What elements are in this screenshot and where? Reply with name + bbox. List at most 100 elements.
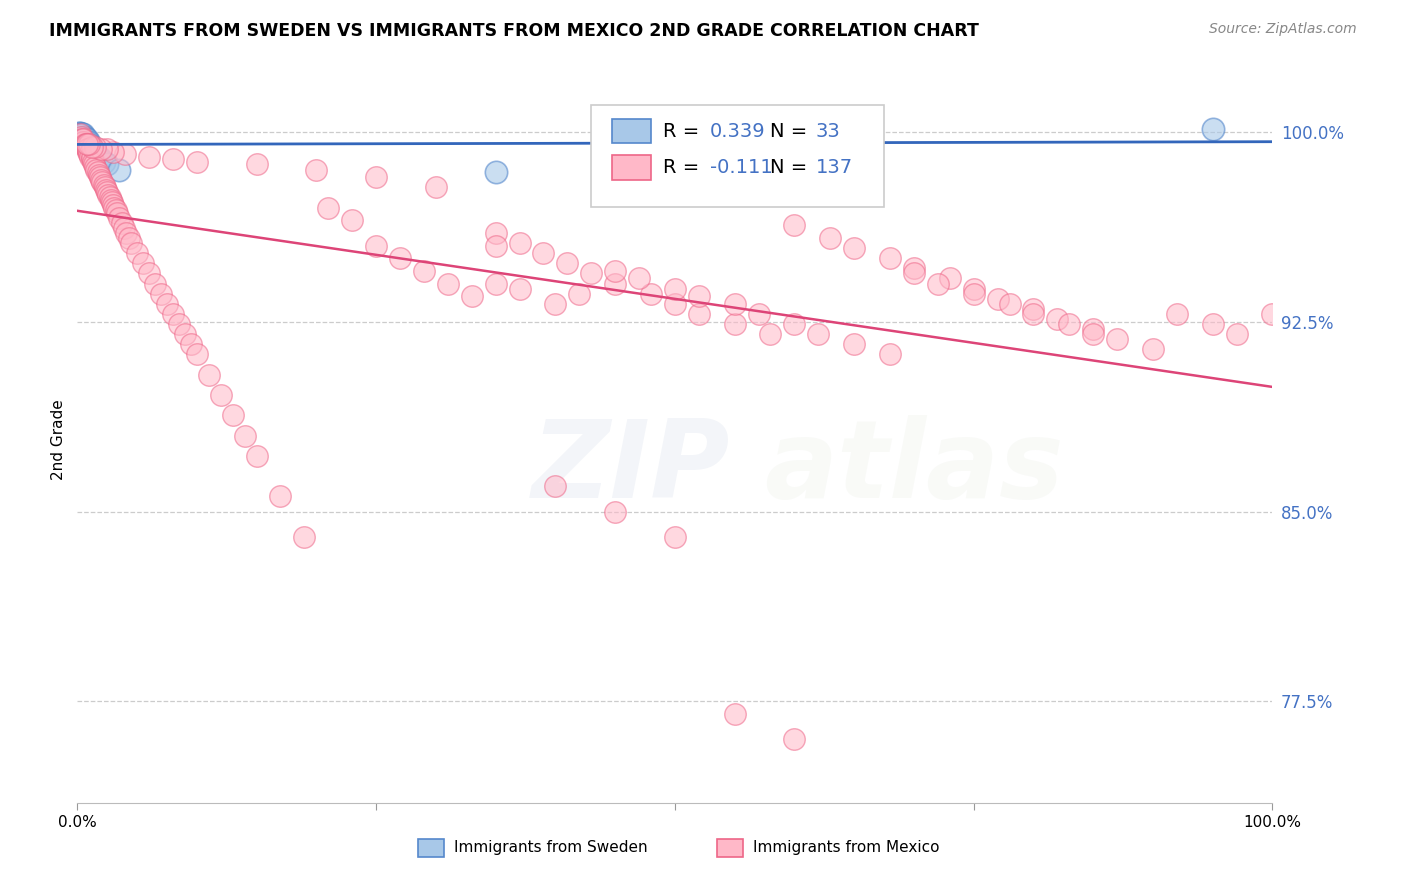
Point <box>86 162 108 177</box>
Point <box>413 264 436 278</box>
Point <box>75 132 97 146</box>
Point <box>1107 332 1129 346</box>
Point <box>963 286 986 301</box>
Point <box>77 142 100 156</box>
Point <box>1261 307 1284 321</box>
Point <box>103 198 124 212</box>
Point <box>82 142 104 156</box>
Point <box>640 286 662 301</box>
Point <box>844 337 866 351</box>
Point <box>143 277 166 291</box>
Point <box>783 317 806 331</box>
Point <box>96 186 118 200</box>
Point <box>783 219 806 233</box>
Point <box>509 235 531 250</box>
Point <box>748 307 770 321</box>
Point <box>82 155 104 169</box>
Point <box>69 127 91 141</box>
Point <box>83 144 105 158</box>
Point <box>103 145 124 159</box>
Point <box>186 155 208 169</box>
Point <box>484 226 508 240</box>
Point <box>724 317 747 331</box>
Point <box>688 307 710 321</box>
Point <box>605 264 627 278</box>
Point <box>927 277 949 291</box>
Text: ZIP: ZIP <box>531 416 730 522</box>
Text: Source: ZipAtlas.com: Source: ZipAtlas.com <box>1209 22 1357 37</box>
Point <box>557 256 579 270</box>
Point <box>1083 327 1105 342</box>
Bar <box>418 839 444 857</box>
Point <box>77 145 100 159</box>
Point <box>197 368 219 382</box>
Point <box>96 157 118 171</box>
Point <box>90 142 112 156</box>
Point <box>1022 307 1045 321</box>
Point <box>318 201 340 215</box>
Point <box>162 153 184 167</box>
Point <box>100 193 122 207</box>
Text: N =: N = <box>770 158 814 177</box>
Point <box>425 180 447 194</box>
Text: R =: R = <box>664 121 706 141</box>
Point <box>70 128 93 143</box>
Point <box>79 135 101 149</box>
Point <box>138 150 160 164</box>
Point <box>86 147 108 161</box>
Point <box>127 246 149 260</box>
Point <box>366 238 388 252</box>
Point <box>724 707 747 722</box>
Point <box>93 155 115 169</box>
Point <box>72 132 94 146</box>
Text: N =: N = <box>770 121 814 141</box>
Point <box>79 147 101 161</box>
Point <box>70 129 93 144</box>
Point <box>73 137 96 152</box>
Point <box>72 132 94 146</box>
Point <box>628 271 651 285</box>
Point <box>903 261 925 276</box>
Point <box>110 216 132 230</box>
Point <box>72 129 94 144</box>
Point <box>233 428 256 442</box>
Point <box>156 297 179 311</box>
Point <box>89 170 111 185</box>
Point <box>1226 327 1249 342</box>
Point <box>246 157 269 171</box>
Point <box>79 137 101 152</box>
Point <box>80 153 103 167</box>
Point <box>688 289 710 303</box>
Point <box>79 150 101 164</box>
Point <box>209 388 232 402</box>
Point <box>1201 122 1223 136</box>
Point <box>75 137 97 152</box>
Point <box>80 150 103 164</box>
Point <box>724 297 747 311</box>
Point <box>180 337 202 351</box>
Point <box>87 168 110 182</box>
Point <box>90 172 112 186</box>
Point <box>83 157 105 171</box>
Point <box>70 129 93 144</box>
Point <box>70 127 93 141</box>
Point <box>544 297 567 311</box>
Text: atlas: atlas <box>765 416 1064 522</box>
Point <box>75 140 97 154</box>
Point <box>108 162 131 177</box>
Point <box>879 347 901 361</box>
Point <box>783 732 806 747</box>
Point <box>112 220 135 235</box>
Point <box>807 327 830 342</box>
Point <box>76 135 98 149</box>
Bar <box>612 155 651 180</box>
Point <box>79 137 101 152</box>
Point <box>1059 317 1081 331</box>
Point <box>544 479 567 493</box>
Point <box>115 226 138 240</box>
Point <box>1022 301 1045 316</box>
Point <box>76 132 98 146</box>
Point <box>72 135 94 149</box>
Bar <box>717 839 742 857</box>
Point <box>998 297 1021 311</box>
